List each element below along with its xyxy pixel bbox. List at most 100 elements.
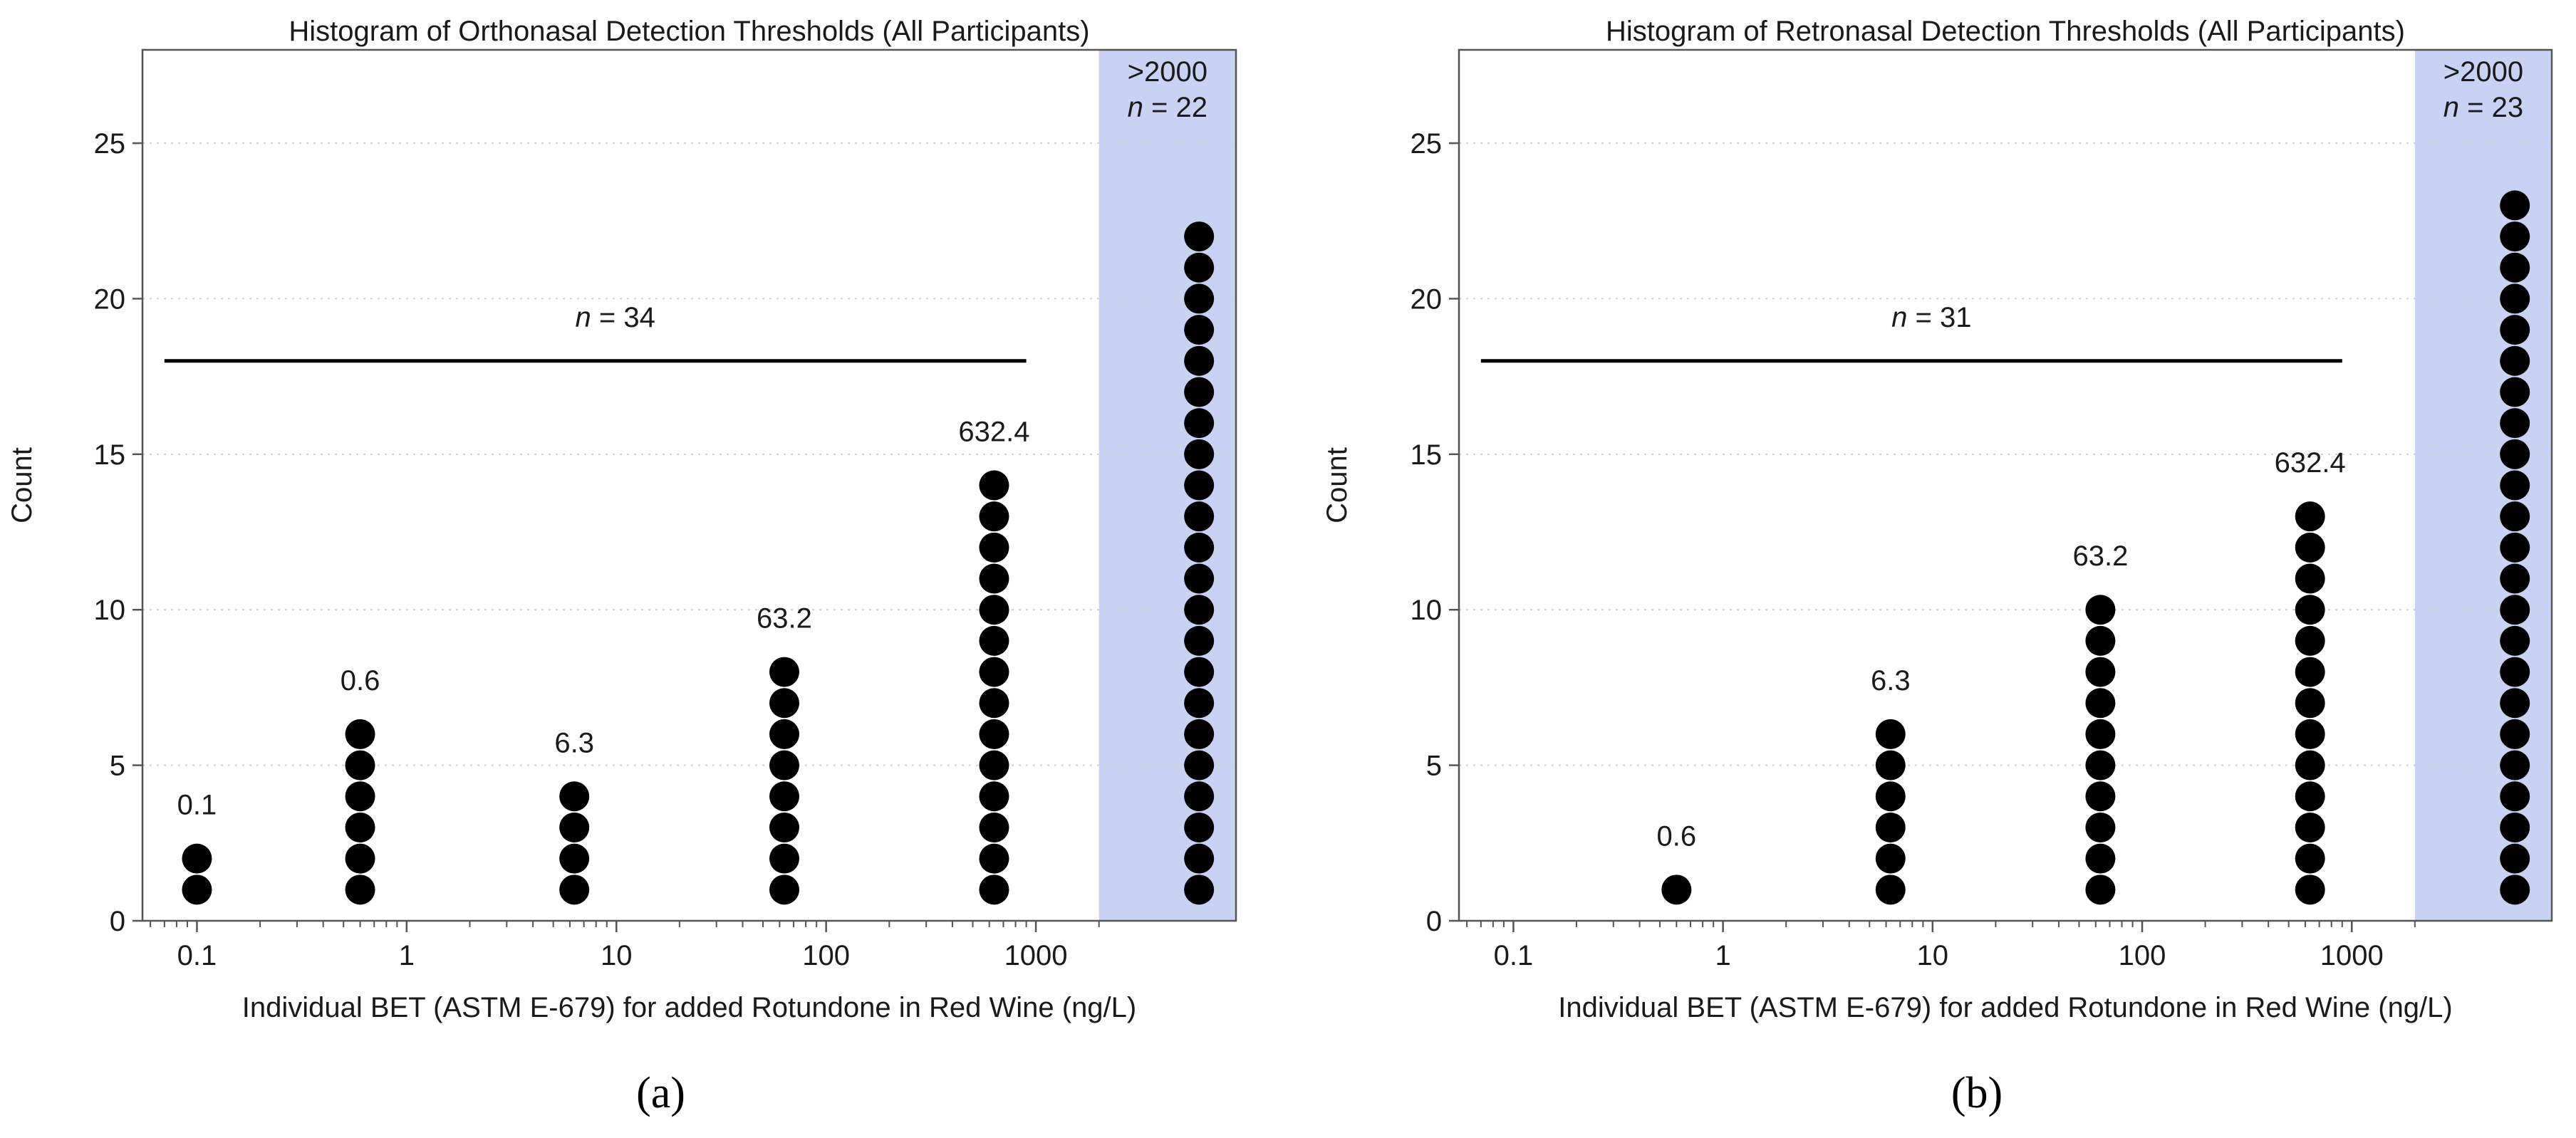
data-dot [769,750,799,781]
data-dot [2085,657,2116,687]
panel-label: (a) [636,1069,685,1117]
data-dot [2085,812,2116,842]
data-dot [1875,843,1906,874]
y-tick-label: 15 [1411,439,1443,471]
x-axis-label: Individual BET (ASTM E-679) for added Ro… [242,992,1136,1023]
data-dot [1184,470,1215,501]
data-dot [2295,719,2325,749]
y-tick-label: 10 [1411,595,1443,626]
data-dot [769,812,799,842]
data-dot [979,595,1009,625]
data-dot [769,657,799,687]
shaded-region-n-label: n = 23 [2443,92,2523,123]
bin-label: 6.3 [554,727,594,758]
data-dot [2500,688,2530,719]
y-tick-label: 5 [110,751,125,782]
data-dot [1184,625,1215,656]
data-dot [345,875,375,905]
data-dot [979,750,1009,781]
data-dot [1661,875,1692,905]
bracket-n-label: n = 31 [1891,302,1971,333]
x-tick-label: 0.1 [177,940,217,971]
data-dot [559,781,590,812]
data-dot [1875,750,1906,781]
shaded-region-n-label: n = 22 [1128,92,1208,123]
data-dot [1184,377,1215,407]
data-dot [1184,750,1215,781]
data-dot [559,843,590,874]
data-dot [2500,501,2530,532]
data-dot [2500,252,2530,283]
data-dot [2085,719,2116,749]
y-tick-label: 20 [1411,283,1443,315]
data-dot [2500,532,2530,563]
shaded-region-label: >2000 [2443,56,2523,88]
shaded-region-label: >2000 [1128,56,1208,88]
data-dot [1184,688,1215,719]
data-dot [2500,345,2530,376]
data-dot [2500,563,2530,594]
data-dot [1184,843,1215,874]
data-dot [979,563,1009,594]
shaded-region [2414,50,2552,921]
data-dot [2295,843,2325,874]
y-tick-label: 0 [1426,906,1442,937]
data-dot [979,843,1009,874]
x-tick-label: 10 [601,940,633,971]
y-tick-label: 25 [1411,128,1443,160]
data-dot [979,875,1009,905]
data-dot [1184,563,1215,594]
y-tick-label: 10 [94,595,126,626]
shaded-region [1099,50,1236,921]
x-tick-label: 1 [399,940,415,971]
data-dot [1184,719,1215,749]
data-dot [979,781,1009,812]
chart-panel-b: 0 5 10 15 20 25 0.1 1 10 100 1000 0.6 6.3 63.2 632.4 n … [1321,16,2553,1117]
bin-label: 6.3 [1871,665,1911,696]
data-dot [1875,875,1906,905]
panel-label: (b) [1951,1069,2003,1117]
data-dot [979,688,1009,719]
data-dot [2500,719,2530,749]
data-dot [2295,750,2325,781]
x-tick-label: 0.1 [1494,940,1534,971]
data-dot [559,812,590,842]
data-dot [979,625,1009,656]
data-dot [2295,532,2325,563]
data-dot [345,719,375,749]
data-dot [345,781,375,812]
data-dot [1875,781,1906,812]
data-dot [2500,595,2530,625]
plot-frame [1458,48,2553,922]
data-dot [2085,750,2116,781]
bin-label: 632.4 [2275,447,2346,479]
data-dot [182,875,212,905]
data-dot [2085,625,2116,656]
x-tick-label: 10 [1917,940,1949,971]
data-dot [769,843,799,874]
y-axis-label: Count [1321,447,1353,523]
data-dot [2295,595,2325,625]
data-dot [345,812,375,842]
y-tick-label: 20 [94,283,126,315]
plot-frame [141,48,1237,922]
data-dot [1875,812,1906,842]
data-dot [979,501,1009,532]
data-dot [1184,345,1215,376]
x-tick-label: 100 [2119,940,2166,971]
data-dot [2500,657,2530,687]
data-dot [1184,439,1215,469]
x-tick-label: 1 [1715,940,1730,971]
data-dot [2500,377,2530,407]
data-dot [1184,252,1215,283]
data-dot [2085,688,2116,719]
y-tick-label: 25 [94,128,126,160]
data-dot [2085,781,2116,812]
y-tick-label: 0 [110,906,125,937]
data-dot [182,843,212,874]
data-dot [2500,190,2530,221]
data-dot [2500,408,2530,439]
data-dot [1184,408,1215,439]
data-dot [345,843,375,874]
x-tick-label: 1000 [1004,940,1068,971]
